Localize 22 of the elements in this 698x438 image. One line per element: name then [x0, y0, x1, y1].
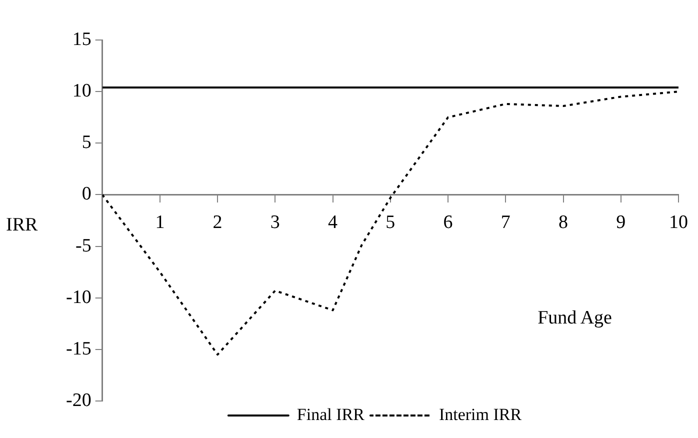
x-tick-label: 5 [386, 212, 396, 234]
x-tick-label: 6 [443, 212, 453, 234]
x-tick-label: 2 [212, 212, 222, 234]
x-tick-label: 3 [270, 212, 280, 234]
y-tick-label: -15 [66, 338, 92, 360]
y-tick-label: -10 [66, 286, 92, 308]
x-tick-label: 9 [616, 212, 626, 234]
y-tick-label: 0 [82, 184, 92, 205]
x-axis-title: Fund Age [538, 307, 612, 328]
y-axis-title: IRR [6, 214, 38, 236]
x-tick-label: 7 [500, 212, 510, 234]
y-tick-label: -5 [76, 235, 92, 256]
x-tick-label: 10 [669, 212, 688, 234]
y-tick-label: 5 [82, 132, 92, 154]
x-tick-label: 8 [558, 212, 568, 234]
y-tick-label: -20 [66, 390, 92, 411]
x-tick-label: 4 [328, 212, 338, 234]
y-tick-label: 15 [72, 28, 92, 50]
y-tick-label: 10 [72, 80, 92, 102]
legend-label: Final IRR [296, 404, 366, 424]
legend-label: Interim IRR [438, 404, 522, 424]
x-tick-label: 1 [155, 212, 165, 234]
